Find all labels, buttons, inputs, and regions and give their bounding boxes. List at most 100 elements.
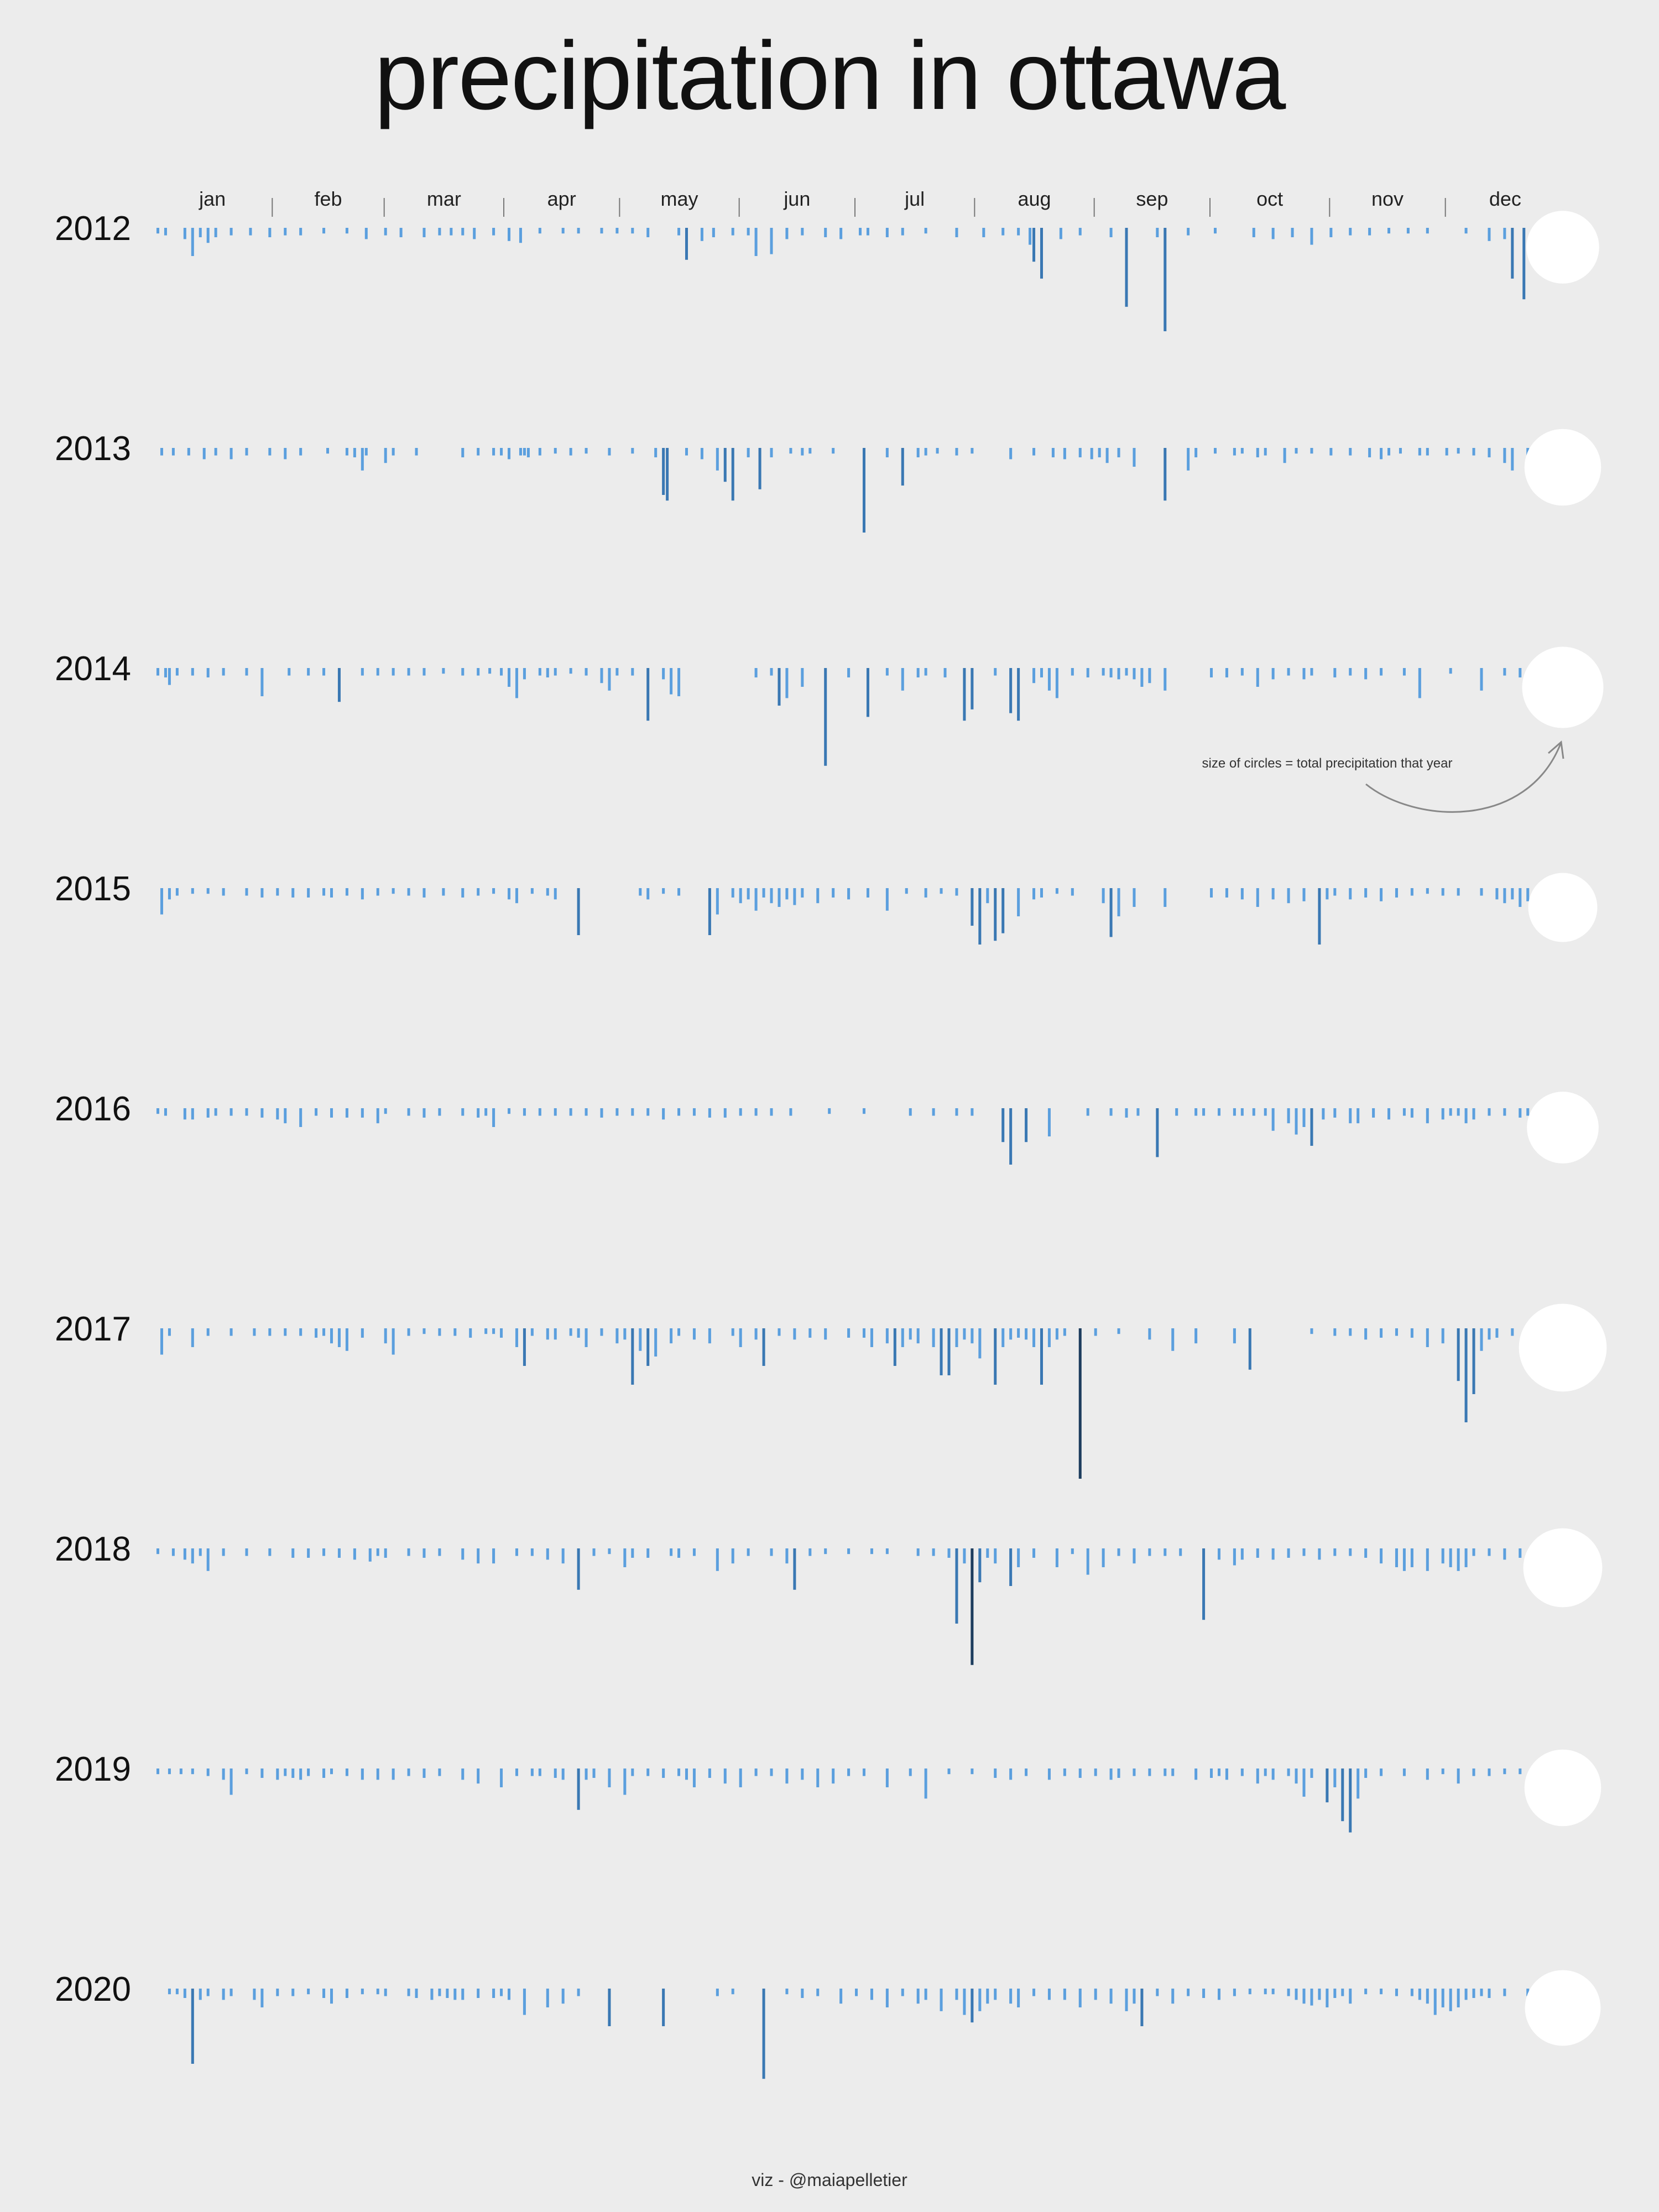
total-circle	[1526, 211, 1599, 284]
precip-bar	[1109, 1108, 1113, 1116]
precip-bar	[500, 1768, 503, 1787]
precip-bar	[1318, 1989, 1321, 2000]
precip-bar	[1426, 1328, 1429, 1347]
precip-bar	[492, 1548, 495, 1564]
precip-bar	[708, 1108, 711, 1118]
precip-bar	[631, 1108, 634, 1116]
precip-bar	[778, 668, 781, 706]
precip-bar	[523, 1989, 526, 2015]
precip-bar	[978, 1328, 982, 1359]
month-label: jul	[904, 187, 925, 210]
precip-bar	[1117, 1768, 1120, 1778]
precip-bar	[229, 1768, 233, 1795]
precip-bar	[1406, 228, 1410, 234]
precip-bar	[1210, 668, 1213, 677]
precip-bar	[1449, 668, 1452, 674]
precip-bar	[1078, 1328, 1082, 1479]
precip-bar	[299, 1768, 302, 1780]
precip-bar	[692, 1328, 696, 1340]
precip-bar	[1457, 448, 1460, 454]
precip-bar	[345, 888, 348, 896]
year-label: 2020	[55, 1970, 131, 2008]
precip-bar	[824, 228, 827, 237]
precip-bar	[206, 228, 210, 243]
precip-bar	[723, 448, 727, 482]
precip-bar	[754, 888, 758, 911]
precip-bar	[214, 448, 217, 456]
precip-bar	[171, 1548, 175, 1556]
precip-bar	[384, 1328, 387, 1344]
precip-bar	[747, 1548, 750, 1556]
precip-bar	[978, 1989, 982, 2011]
precip-bar	[168, 1768, 171, 1775]
precip-bar	[1164, 1548, 1167, 1556]
precip-bar	[222, 888, 225, 896]
precip-bar	[291, 888, 295, 898]
precip-bar	[1102, 1548, 1105, 1567]
precip-bar	[716, 1548, 719, 1571]
precip-bar	[1213, 228, 1217, 234]
precip-bar	[924, 1989, 927, 2000]
precip-bar	[1017, 228, 1020, 236]
precip-bar	[662, 1108, 665, 1120]
precip-bar	[260, 888, 264, 898]
precip-bar	[1001, 888, 1005, 933]
month-label: sep	[1136, 187, 1168, 210]
precip-bar	[1271, 1989, 1275, 1995]
precip-bar	[1240, 448, 1244, 454]
precip-bar	[1102, 668, 1105, 676]
precip-bar	[608, 668, 611, 691]
precip-bar	[183, 228, 186, 239]
precip-bar	[156, 1108, 160, 1114]
precip-bar	[569, 1108, 572, 1116]
precip-bar	[646, 1108, 650, 1116]
precip-bar	[1495, 888, 1499, 900]
precip-bar	[785, 228, 789, 239]
precip-bar	[1271, 1768, 1275, 1780]
precip-bar	[191, 1328, 194, 1347]
precip-bar	[1426, 888, 1429, 894]
precip-bar	[361, 1328, 364, 1338]
precip-bar	[623, 1768, 627, 1795]
precip-bar	[1464, 1989, 1468, 2000]
precip-bar	[754, 668, 758, 677]
precip-bar	[971, 668, 974, 709]
precip-bar	[1333, 1548, 1337, 1556]
precip-bar	[862, 1108, 866, 1114]
precip-bar	[1240, 1108, 1244, 1116]
precip-bar	[986, 888, 989, 904]
precip-bar	[870, 1548, 873, 1554]
precip-bar	[477, 1989, 480, 1998]
precip-bar	[708, 888, 711, 935]
precip-bar	[442, 668, 445, 674]
precip-bar	[461, 228, 465, 236]
precip-bar	[1217, 1108, 1220, 1116]
precip-bar	[1333, 668, 1337, 677]
precip-bar	[245, 668, 248, 676]
precip-bar	[770, 1108, 773, 1116]
precip-bar	[1256, 1768, 1259, 1784]
precip-bar	[893, 1328, 896, 1366]
precip-bar	[415, 1989, 418, 1998]
precip-bar	[1040, 1328, 1043, 1385]
precip-bar	[932, 1108, 935, 1116]
precip-bar	[646, 888, 650, 900]
precip-bar	[1488, 448, 1491, 457]
precip-bar	[315, 1108, 318, 1116]
precip-bar	[936, 448, 939, 454]
month-label: apr	[547, 187, 576, 210]
precip-bar	[1233, 448, 1236, 456]
precip-bar	[1488, 228, 1491, 241]
precip-bar	[1194, 1768, 1198, 1780]
precip-bar	[245, 1548, 248, 1556]
precip-bar	[284, 1328, 287, 1336]
precip-bar	[916, 1548, 920, 1556]
precip-bar	[901, 1328, 904, 1347]
precip-bar	[1433, 1989, 1437, 2015]
precip-bar	[1133, 1768, 1136, 1776]
precip-bar	[1252, 228, 1255, 237]
precip-bar	[1457, 888, 1460, 896]
precip-bar	[731, 1328, 734, 1336]
precip-bar	[994, 1768, 997, 1778]
precip-bar	[793, 1328, 796, 1340]
